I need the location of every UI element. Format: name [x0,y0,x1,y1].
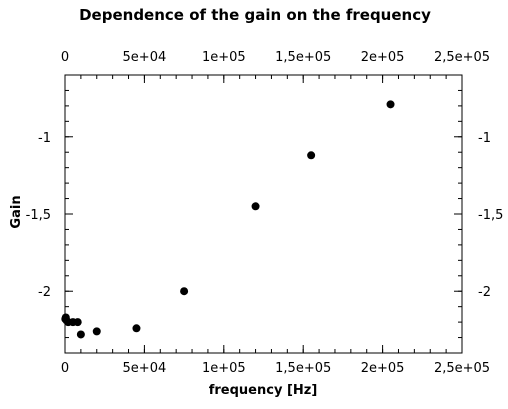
data-points [61,100,395,339]
data-point [73,318,82,327]
y-tick-label-left: -2 [38,285,51,300]
y-tick-label-right: -1 [478,131,491,146]
y-axis-label: Gain [9,195,24,228]
data-point [251,202,260,211]
data-point [180,287,189,296]
x-tick-label-top: 5e+04 [123,50,167,65]
y-tick-label-right: -1,5 [478,208,503,223]
data-point [386,100,395,109]
axis-tick-labels: 0 0 5e+04 5e+04 1e+05 1e+05 1,5e+05 1,5e+05 2e+0… [26,50,504,376]
x-tick-label-bottom: 1,5e+05 [275,361,331,376]
data-point [132,324,141,333]
x-tick-label-top: 2e+05 [361,50,405,65]
x-axis-label: frequency [Hz] [209,383,318,398]
x-tick-label-bottom: 0 [61,361,69,376]
axis-ticks [64,74,463,353]
y-tick-label-left: -1 [38,131,51,146]
y-tick-label-right: -2 [478,285,491,300]
data-point [307,151,316,160]
x-tick-label-top: 0 [61,50,69,65]
x-tick-label-top: 2,5e+05 [434,50,490,65]
data-point [76,330,85,339]
plot-frame [64,74,463,354]
x-tick-label-bottom: 2,5e+05 [434,361,490,376]
x-tick-label-bottom: 5e+04 [123,361,167,376]
x-tick-label-top: 1e+05 [202,50,246,65]
x-tick-label-bottom: 2e+05 [361,361,405,376]
data-point [92,327,101,336]
y-tick-label-left: -1,5 [26,208,51,223]
x-tick-label-bottom: 1e+05 [202,361,246,376]
x-tick-label-top: 1,5e+05 [275,50,331,65]
chart-title: Dependence of the gain on the frequency [79,6,431,24]
